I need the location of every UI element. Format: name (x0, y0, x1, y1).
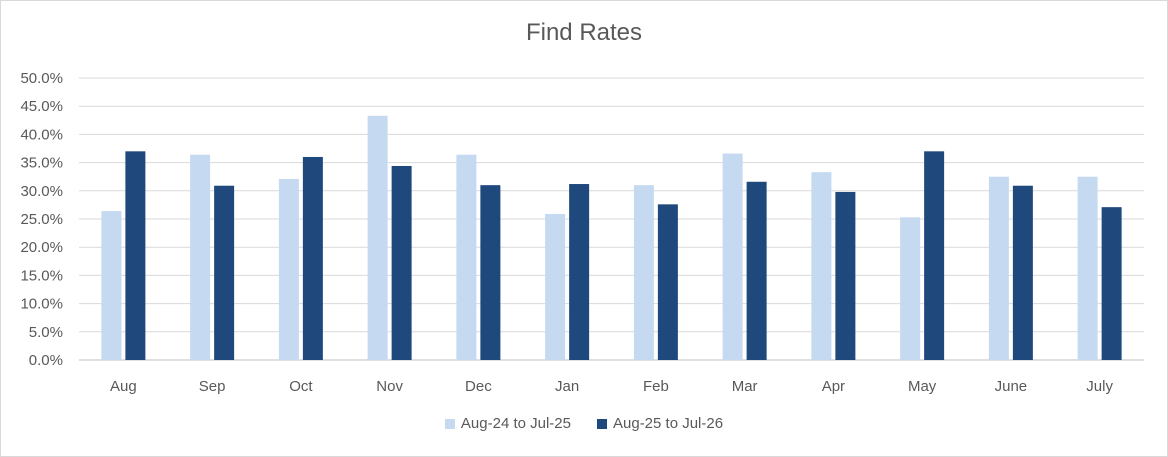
x-tick-label: Aug (110, 378, 137, 395)
x-tick-label: July (1086, 378, 1113, 395)
bar-series-1-nov (367, 115, 388, 361)
legend-swatch-series-1 (444, 418, 455, 429)
y-tick-label: 30.0% (20, 183, 63, 200)
legend-item-series-1: Aug-24 to Jul-25 (444, 415, 571, 432)
bar-series-1-june (988, 176, 1009, 360)
y-tick-label: 5.0% (29, 324, 63, 341)
bar-series-1-jan (545, 213, 566, 360)
bar-series-2-may (924, 151, 945, 360)
bar-series-2-jan (569, 184, 590, 360)
legend-swatch-series-2 (597, 418, 607, 429)
bar-series-2-oct (302, 156, 323, 360)
x-tick-label: Feb (643, 378, 669, 395)
bar-series-1-may (900, 217, 921, 360)
bar-series-1-apr (811, 172, 832, 360)
chart-legend: Aug-24 to Jul-25 Aug-25 to Jul-26 (1, 415, 1167, 432)
x-tick-label: Dec (465, 378, 492, 395)
x-tick-label: Sep (199, 378, 226, 395)
bar-series-1-july (1077, 176, 1098, 360)
bar-series-2-dec (480, 185, 501, 360)
x-tick-label: Jan (555, 378, 579, 395)
bar-series-1-mar (722, 153, 743, 360)
bar-series-1-sep (190, 154, 211, 360)
legend-label-series-2: Aug-25 to Jul-26 (613, 415, 724, 432)
x-tick-label: Mar (732, 378, 758, 395)
y-tick-label: 50.0% (20, 70, 63, 87)
bar-series-1-feb (633, 185, 654, 360)
bar-series-2-feb (657, 204, 678, 360)
legend-item-series-2: Aug-25 to Jul-26 (597, 415, 723, 432)
bar-series-2-july (1101, 207, 1122, 360)
bar-series-2-mar (746, 181, 767, 360)
y-tick-label: 25.0% (20, 211, 63, 228)
x-tick-label: Oct (289, 378, 313, 395)
bar-series-2-nov (391, 165, 412, 360)
y-tick-label: 15.0% (20, 267, 63, 284)
bar-series-2-june (1012, 185, 1033, 360)
legend-label-series-1: Aug-24 to Jul-25 (460, 415, 571, 432)
x-tick-label: June (995, 378, 1028, 395)
y-tick-label: 20.0% (20, 239, 63, 256)
bar-series-2-apr (835, 191, 856, 360)
y-tick-label: 40.0% (20, 126, 63, 143)
bar-series-2-aug (125, 151, 146, 360)
y-tick-label: 45.0% (20, 98, 63, 115)
bar-series-1-aug (101, 211, 122, 360)
bar-series-2-sep (214, 185, 235, 360)
x-tick-label: Nov (376, 378, 403, 395)
y-tick-label: 0.0% (29, 352, 63, 369)
x-tick-label: Apr (822, 378, 845, 395)
bar-series-1-oct (278, 178, 299, 360)
y-tick-label: 35.0% (20, 155, 63, 172)
y-tick-label: 10.0% (20, 296, 63, 313)
chart-title: Find Rates (525, 19, 643, 46)
x-tick-label: May (908, 378, 937, 395)
bar-series-1-dec (456, 154, 477, 360)
